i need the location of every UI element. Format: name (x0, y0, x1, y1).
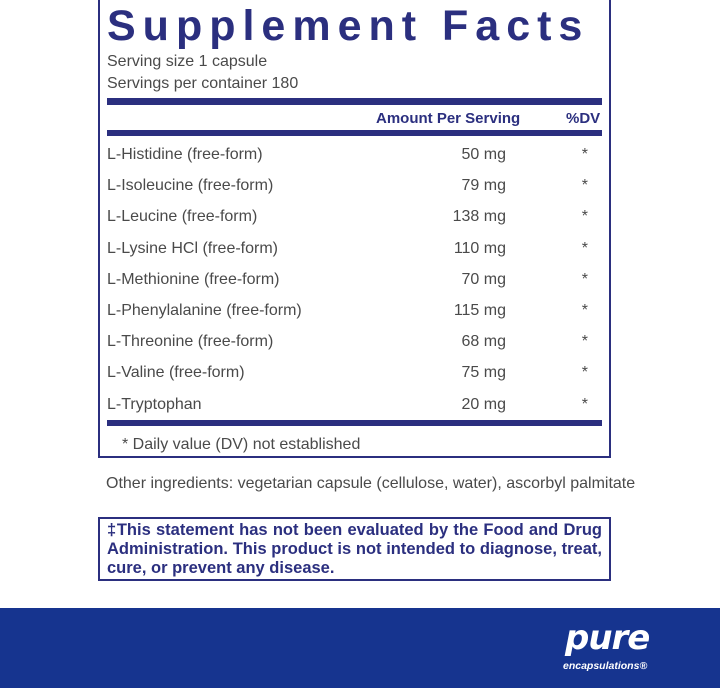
nutrient-amount: 50 mg (461, 146, 506, 163)
nutrient-row: L-Valine (free-form) 75 mg * (107, 364, 602, 386)
nutrient-row: L-Threonine (free-form) 68 mg * (107, 333, 602, 355)
nutrient-amount: 110 mg (453, 239, 506, 257)
nutrient-dv: * (581, 177, 588, 195)
brand-footer: pure encapsulations® (0, 608, 720, 688)
servings-per-container: Servings per container 180 (107, 75, 299, 92)
nutrient-name: L-Tryptophan (107, 395, 202, 413)
supplement-facts-panel: Supplement Facts Serving size 1 capsule … (98, 0, 611, 458)
brand-logo-subtitle: encapsulations® (563, 660, 648, 672)
nutrient-row: L-Methionine (free-form) 70 mg * (107, 271, 602, 293)
nutrient-name: L-Valine (free-form) (107, 364, 245, 382)
nutrient-name: L-Threonine (free-form) (107, 333, 274, 351)
nutrient-dv: * (581, 270, 588, 288)
nutrient-row: L-Histidine (free-form) 50 mg * (107, 146, 602, 168)
nutrient-dv: * (581, 239, 588, 257)
nutrient-amount: 20 mg (461, 395, 506, 413)
nutrient-amount: 68 mg (461, 333, 506, 351)
nutrient-row: L-Lysine HCl (free-form) 110 mg * (107, 240, 602, 262)
dv-header: %DV (566, 110, 601, 127)
nutrient-name: L-Lysine HCl (free-form) (107, 239, 278, 257)
brand-logo: pure (565, 618, 650, 658)
nutrient-amount: 138 mg (452, 208, 506, 226)
nutrient-name: L-Leucine (free-form) (107, 208, 258, 226)
panel-title: Supplement Facts (107, 2, 590, 50)
nutrient-dv: * (581, 364, 588, 382)
amount-header: Amount Per Serving (376, 110, 521, 127)
nutrient-amount: 79 mg (461, 177, 506, 195)
nutrient-dv: * (581, 395, 588, 413)
nutrient-row: L-Phenylalanine (free-form) 115 mg * (107, 302, 602, 324)
serving-size: Serving size 1 capsule (107, 53, 268, 70)
nutrient-row: L-Leucine (free-form) 138 mg * (107, 208, 602, 230)
divider (107, 98, 602, 105)
nutrient-amount: 75 mg (461, 364, 506, 382)
nutrient-name: L-Phenylalanine (free-form) (107, 302, 302, 319)
nutrient-name: L-Methionine (free-form) (107, 270, 280, 288)
nutrient-dv: * (581, 208, 588, 226)
other-ingredients: Other ingredients: vegetarian capsule (c… (106, 475, 636, 492)
nutrient-row: L-Isoleucine (free-form) 79 mg * (107, 177, 602, 199)
nutrient-dv: * (581, 302, 588, 319)
nutrient-amount: 70 mg (461, 270, 506, 288)
nutrient-name: L-Histidine (free-form) (107, 146, 263, 163)
nutrient-dv: * (581, 146, 588, 163)
divider (107, 420, 602, 426)
fda-disclaimer: ‡This statement has not been evaluated b… (98, 517, 611, 581)
nutrient-row: L-Tryptophan 20 mg * (107, 396, 602, 418)
nutrient-dv: * (581, 333, 588, 351)
nutrient-amount: 115 mg (453, 302, 506, 319)
divider (107, 130, 602, 136)
dv-footnote: * Daily value (DV) not established (122, 436, 361, 453)
nutrient-name: L-Isoleucine (free-form) (107, 177, 274, 195)
